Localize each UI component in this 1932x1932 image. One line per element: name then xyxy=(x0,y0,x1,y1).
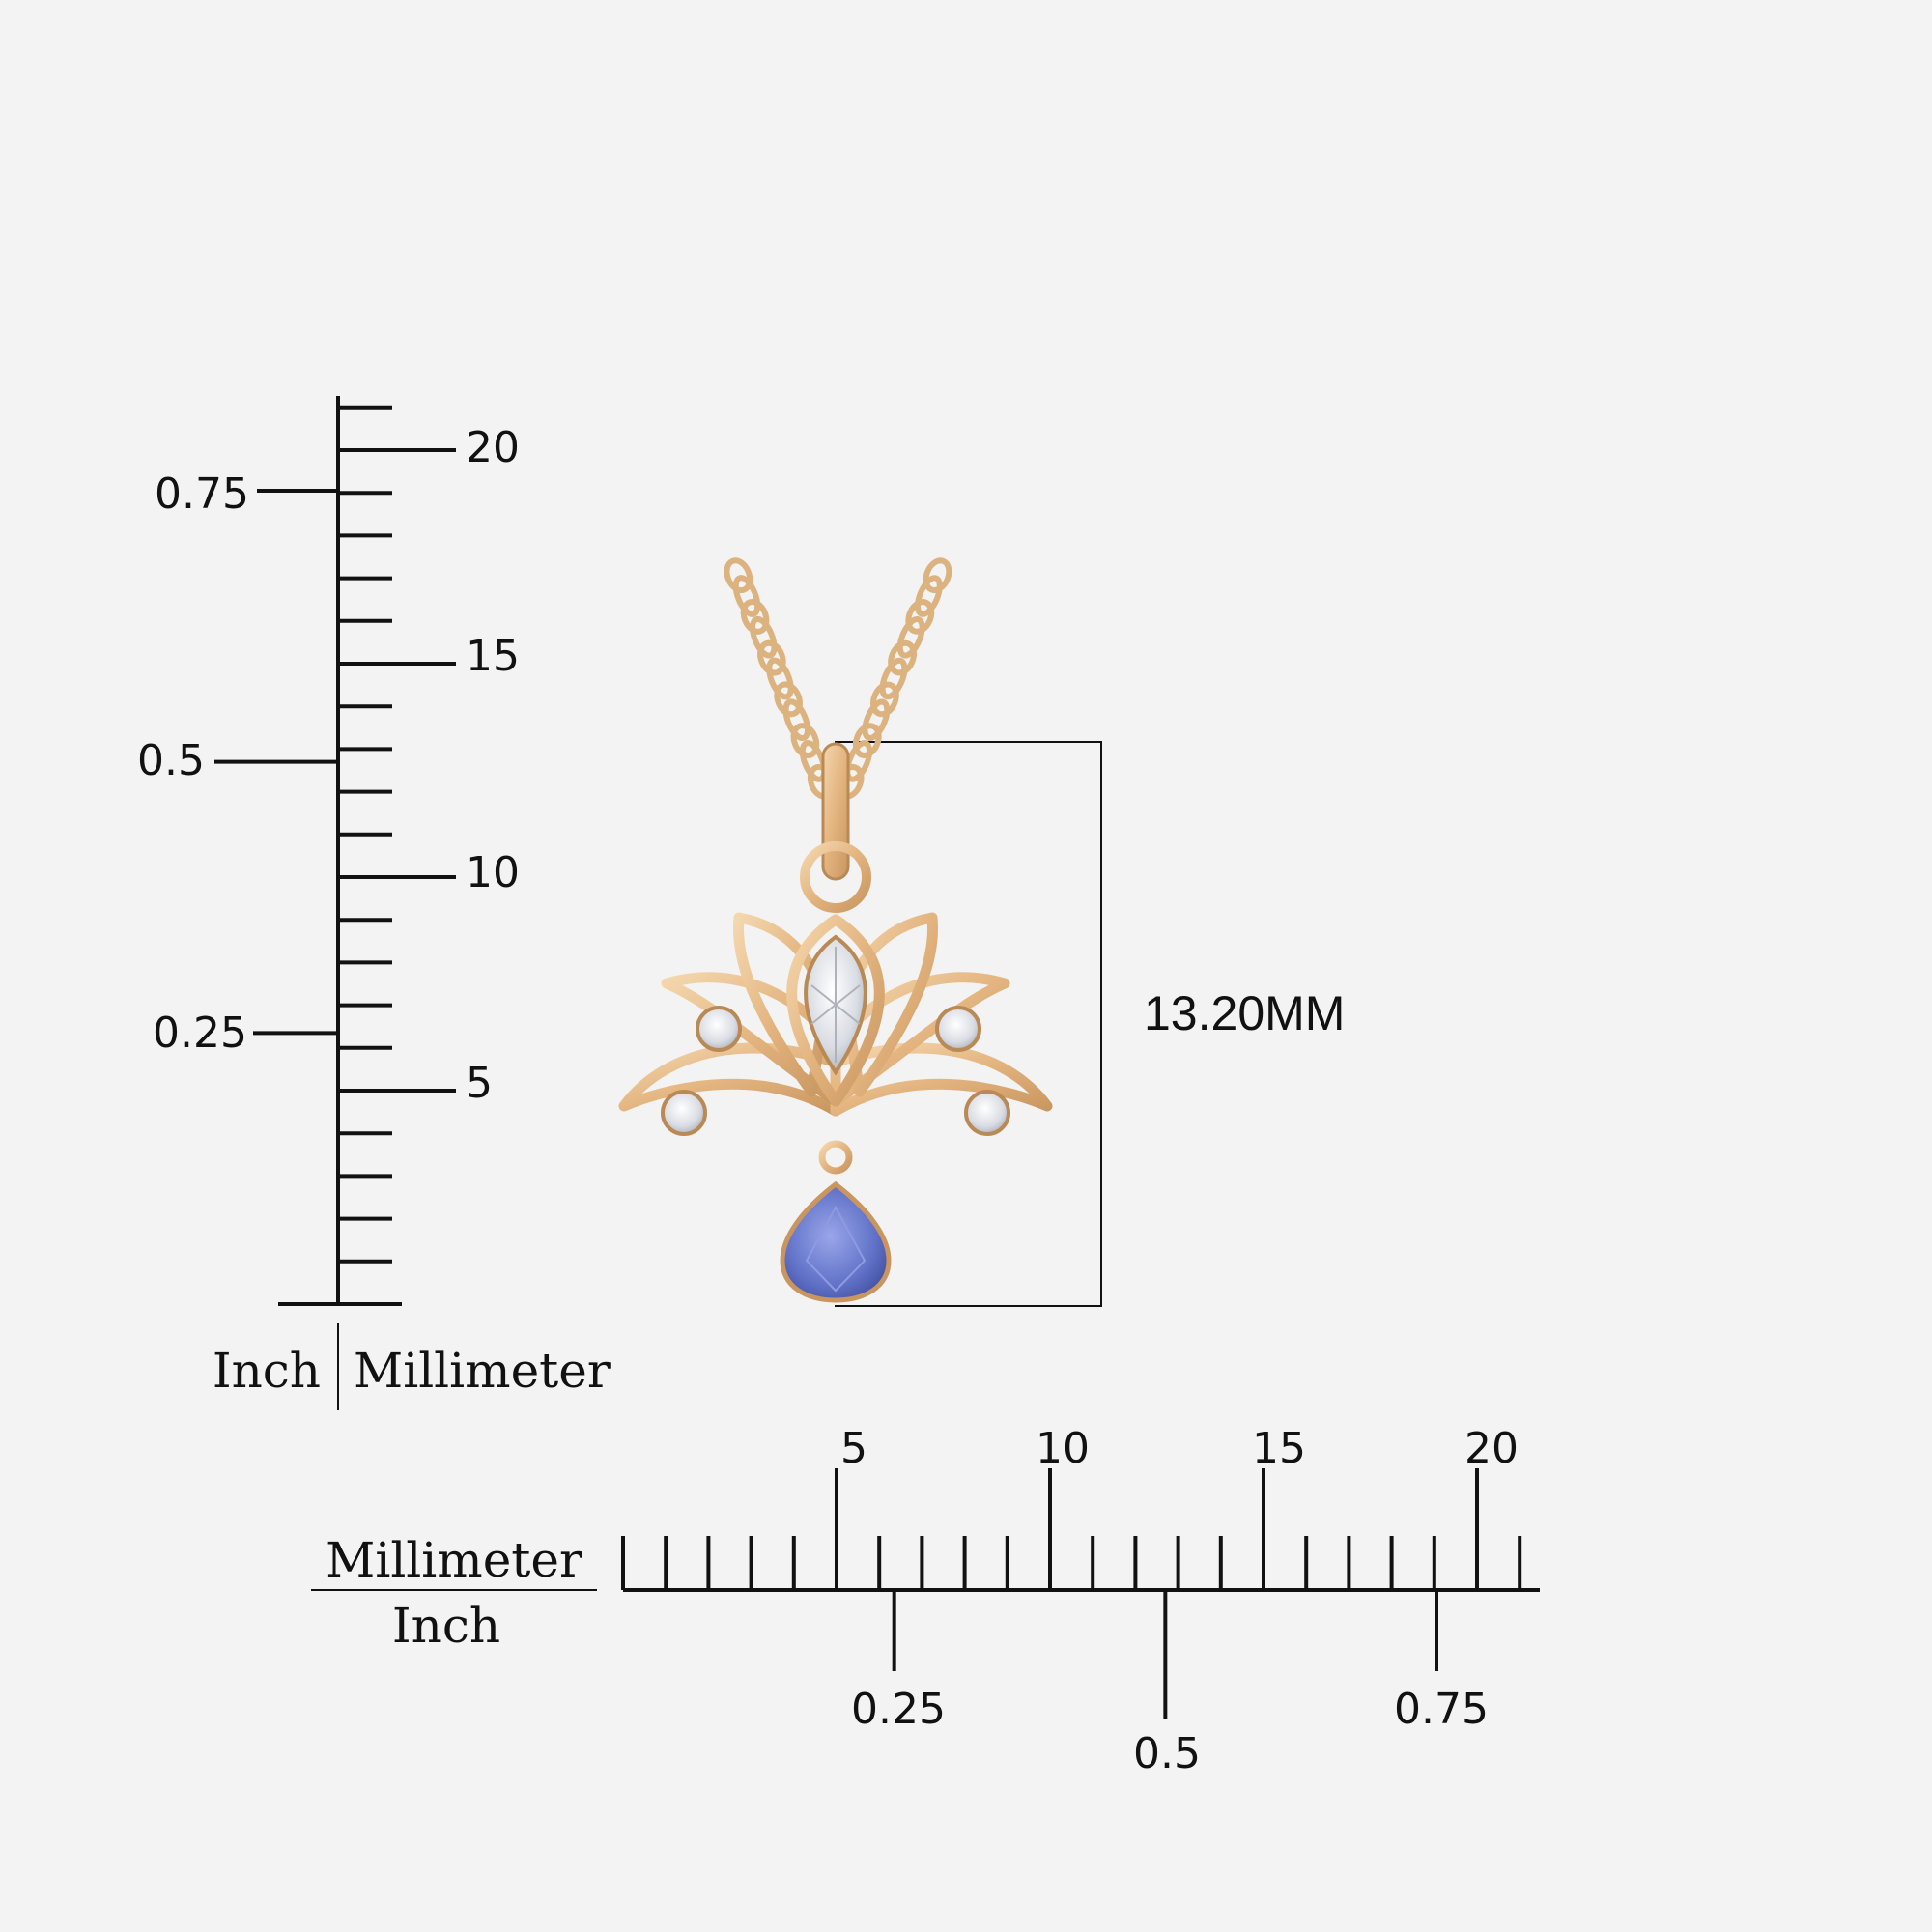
vertical-inch-label-0.5: 0.5 xyxy=(137,736,205,785)
horizontal-mm-ticks xyxy=(621,1468,1522,1590)
left-chain-link xyxy=(782,698,810,742)
right-chain-link xyxy=(896,616,925,659)
bail xyxy=(800,742,871,913)
left-chain-link xyxy=(732,575,761,617)
right-chain-link xyxy=(914,575,943,617)
right-chain-link xyxy=(923,557,952,594)
right-chain-link xyxy=(905,599,935,635)
vertical-unit-millimeter: Millimeter xyxy=(354,1343,611,1399)
vertical-unit-inch: Inch xyxy=(213,1343,321,1399)
horizontal-scale xyxy=(311,1468,1540,1719)
vertical-inch-labels: 0.25 0.5 0.75 xyxy=(137,469,249,1058)
vertical-inch-label-0.75: 0.75 xyxy=(155,469,249,519)
accent-diamond-lower-right xyxy=(964,1090,1010,1136)
vertical-mm-label-15: 15 xyxy=(466,632,520,681)
horizontal-mm-label-5: 5 xyxy=(840,1424,867,1473)
dimension-label: 13.20MM xyxy=(1144,986,1345,1040)
horizontal-inch-label-0.75: 0.75 xyxy=(1394,1685,1489,1734)
horizontal-unit-millimeter: Millimeter xyxy=(326,1532,582,1588)
chain xyxy=(724,557,952,800)
horizontal-mm-labels: 5 10 15 20 xyxy=(840,1424,1519,1473)
left-chain-link xyxy=(799,740,828,782)
right-chain-link xyxy=(862,698,891,741)
accent-diamond-lower-left xyxy=(661,1090,707,1136)
sapphire-facets xyxy=(805,1205,867,1293)
horizontal-unit-inch: Inch xyxy=(392,1598,500,1654)
horizontal-inch-ticks xyxy=(892,1590,1439,1719)
pendant-illustration xyxy=(618,557,1053,1303)
horizontal-mm-label-10: 10 xyxy=(1036,1424,1090,1473)
accent-diamond-upper-right xyxy=(935,1006,981,1052)
pear-sapphire xyxy=(780,1180,892,1303)
right-chain-link xyxy=(852,723,882,758)
horizontal-inch-label-0.5: 0.5 xyxy=(1133,1729,1201,1778)
dimension-bracket xyxy=(835,741,1102,1307)
vertical-mm-label-5: 5 xyxy=(466,1059,493,1108)
left-chain-link xyxy=(790,723,820,758)
right-chain-link xyxy=(888,639,917,676)
vertical-mm-label-20: 20 xyxy=(466,423,520,472)
right-chain-link xyxy=(870,681,899,718)
left-chain-link xyxy=(724,557,753,594)
right-chain-link xyxy=(879,657,908,700)
vertical-mm-labels: 5 10 15 20 xyxy=(466,423,520,1108)
vertical-mm-label-10: 10 xyxy=(466,848,520,897)
horizontal-inch-labels: 0.25 0.5 0.75 xyxy=(851,1685,1489,1778)
accent-diamonds xyxy=(661,1006,1010,1136)
vertical-scale xyxy=(214,396,456,1410)
marquise-facets xyxy=(810,947,861,1063)
horizontal-inch-label-0.25: 0.25 xyxy=(851,1685,946,1734)
left-chain-link xyxy=(750,615,778,659)
vertical-inch-ticks xyxy=(214,488,338,1036)
vertical-inch-label-0.25: 0.25 xyxy=(153,1009,247,1058)
right-chain-link xyxy=(844,740,873,782)
left-chain-link xyxy=(757,639,786,676)
horizontal-mm-label-20: 20 xyxy=(1464,1424,1519,1473)
accent-diamond-upper-left xyxy=(696,1006,742,1052)
left-chain-link xyxy=(740,599,770,635)
left-chain-link xyxy=(774,681,803,718)
horizontal-mm-label-15: 15 xyxy=(1252,1424,1306,1473)
left-chain-link xyxy=(766,657,794,700)
vertical-mm-ticks xyxy=(338,405,456,1264)
drop-link xyxy=(818,1140,853,1175)
